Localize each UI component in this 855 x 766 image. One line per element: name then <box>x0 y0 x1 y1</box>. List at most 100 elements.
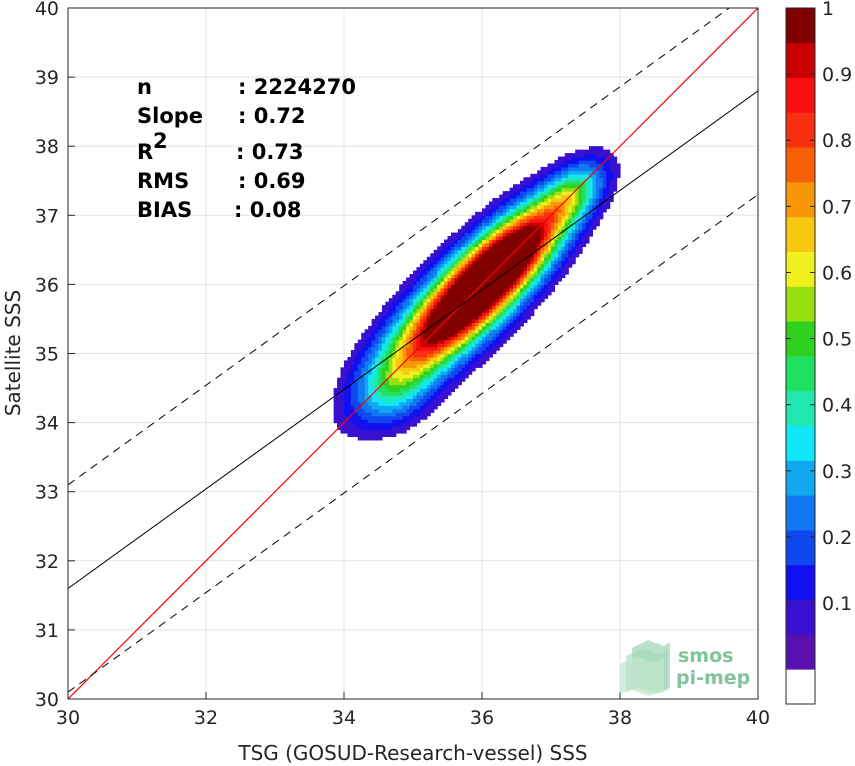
density-cell <box>354 405 359 410</box>
density-cell <box>444 315 449 320</box>
density-cell <box>419 318 424 324</box>
density-cell <box>547 246 552 251</box>
density-cell <box>402 301 407 306</box>
density-cell <box>537 249 542 254</box>
density-cell <box>402 415 407 420</box>
density-cell <box>468 336 473 341</box>
density-cell <box>450 280 455 285</box>
density-cell <box>402 339 407 344</box>
density-cell <box>571 246 576 251</box>
density-cell <box>423 322 428 327</box>
density-cell <box>561 232 566 237</box>
density-cell <box>423 287 428 292</box>
density-cell <box>540 211 545 216</box>
density-cell <box>506 194 511 199</box>
density-cell <box>399 291 404 296</box>
density-cell <box>399 315 404 320</box>
density-cell <box>426 346 431 351</box>
density-cell <box>340 374 345 379</box>
density-cell <box>509 260 514 265</box>
density-cell <box>444 329 449 334</box>
density-cell <box>430 391 435 396</box>
density-cell <box>416 367 421 372</box>
density-cell <box>388 343 393 348</box>
density-cell <box>350 419 355 424</box>
density-cell <box>478 363 483 368</box>
density-cell <box>413 356 418 362</box>
density-cell <box>485 225 490 230</box>
density-cell <box>509 298 514 303</box>
density-cell <box>347 391 352 396</box>
density-cell <box>526 256 531 261</box>
density-cell <box>437 270 442 275</box>
density-cell <box>409 398 414 403</box>
density-cell <box>530 198 535 203</box>
density-cell <box>537 256 542 261</box>
density-cell <box>530 249 535 254</box>
density-cell <box>575 163 580 168</box>
density-cell <box>447 367 452 372</box>
density-cell <box>361 419 366 424</box>
density-cell <box>495 343 500 348</box>
density-cell <box>482 325 487 330</box>
density-cell <box>554 218 559 223</box>
density-cell <box>482 315 487 320</box>
density-cell <box>354 360 359 365</box>
density-cell <box>385 422 390 427</box>
density-cell <box>516 280 521 285</box>
density-cell <box>488 225 493 230</box>
density-cell <box>571 242 576 247</box>
density-cell <box>509 201 514 206</box>
density-cell <box>547 277 552 282</box>
density-cell <box>402 336 407 341</box>
density-cell <box>413 377 418 382</box>
density-cell <box>347 394 352 400</box>
density-cell <box>530 204 535 209</box>
density-cell <box>395 429 400 434</box>
density-cell <box>392 343 397 348</box>
density-cell <box>437 343 442 348</box>
density-cell <box>350 360 355 365</box>
density-cell <box>513 232 518 237</box>
density-cell <box>402 294 407 299</box>
density-cell <box>354 381 359 386</box>
density-cell <box>530 191 535 196</box>
density-cell <box>513 222 518 227</box>
density-cell <box>526 246 531 251</box>
density-cell <box>357 384 362 389</box>
density-cell <box>337 377 342 382</box>
density-cell <box>599 187 604 192</box>
density-cell <box>530 287 535 292</box>
density-cell <box>557 249 562 254</box>
density-cell <box>440 394 445 400</box>
density-cell <box>409 384 414 389</box>
density-cell <box>340 394 345 400</box>
density-cell <box>430 329 435 334</box>
density-cell <box>571 215 576 220</box>
density-cell <box>502 280 507 285</box>
density-cell <box>519 184 524 189</box>
density-cell <box>488 350 493 355</box>
density-cell <box>523 260 528 265</box>
density-cell <box>492 284 497 289</box>
density-cell <box>423 318 428 324</box>
density-cell <box>551 187 556 192</box>
density-cell <box>340 412 345 417</box>
density-cell <box>554 204 559 209</box>
density-cell <box>444 384 449 389</box>
density-cell <box>416 267 421 272</box>
density-cell <box>588 177 593 182</box>
density-cell <box>499 215 504 220</box>
density-cell <box>340 384 345 389</box>
density-cell <box>561 218 566 223</box>
density-cell <box>381 432 386 438</box>
density-cell <box>433 363 438 368</box>
density-cell <box>399 325 404 330</box>
density-cell <box>523 187 528 192</box>
density-cell <box>426 315 431 320</box>
density-cell <box>457 246 462 251</box>
density-cell <box>447 267 452 272</box>
density-cell <box>361 374 366 379</box>
density-cell <box>350 401 355 406</box>
colorbar-segment <box>786 425 815 461</box>
